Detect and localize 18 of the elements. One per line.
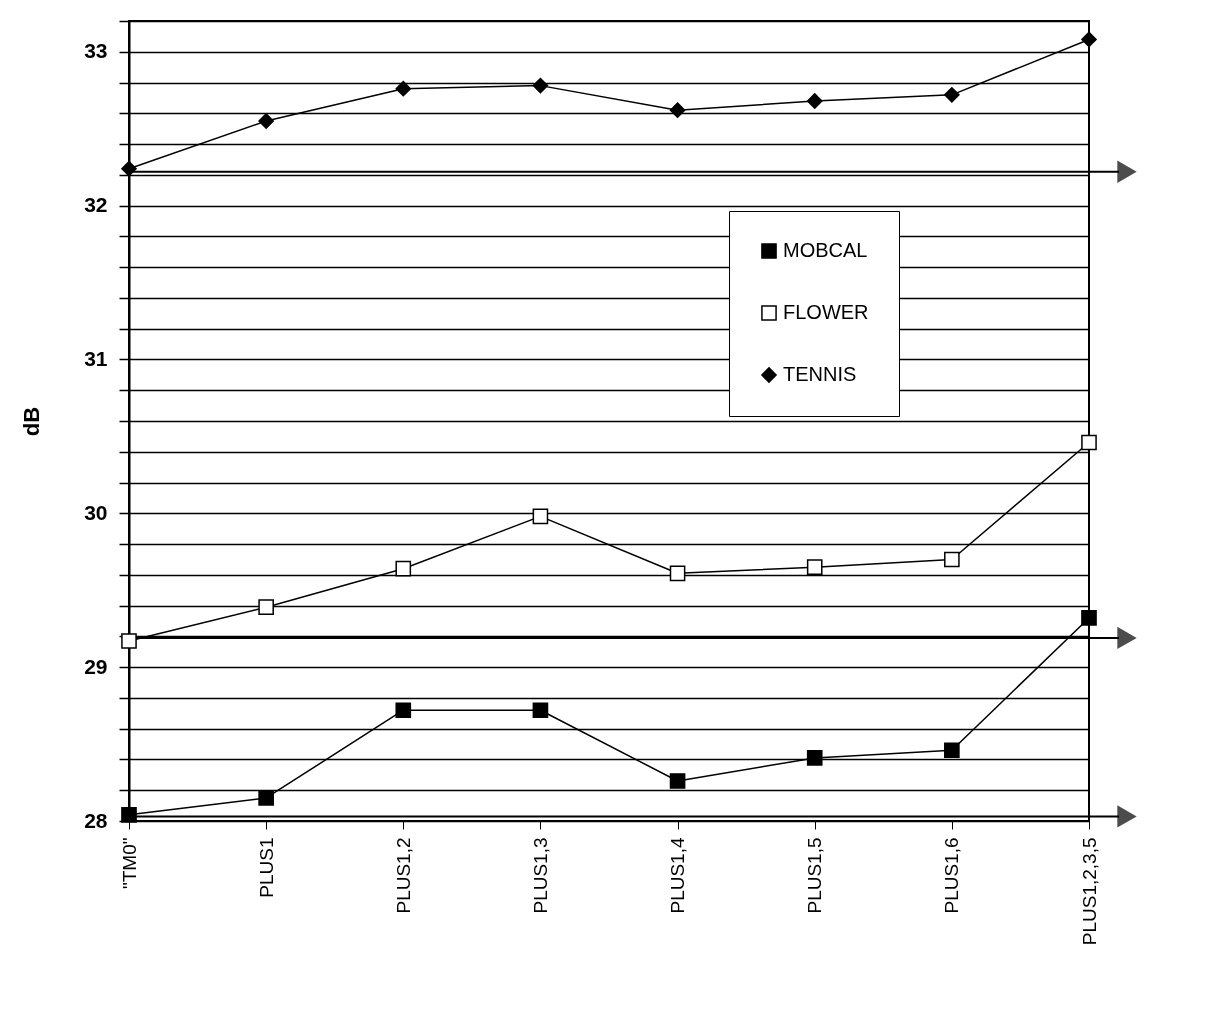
x-tick-label: PLUS1,2 bbox=[392, 837, 414, 914]
y-tick-label: 32 bbox=[84, 193, 108, 217]
y-tick-label: 28 bbox=[84, 808, 108, 832]
y-tick-label: 29 bbox=[84, 654, 108, 678]
x-tick-label: "TM0" bbox=[118, 837, 140, 889]
legend-label: TENNIS bbox=[783, 363, 857, 385]
x-tick-label: PLUS1,5 bbox=[804, 837, 826, 914]
y-tick-label: 31 bbox=[84, 346, 108, 370]
x-tick-label: PLUS1,4 bbox=[667, 837, 689, 914]
legend-label: FLOWER bbox=[783, 301, 869, 323]
x-tick-label: PLUS1,3 bbox=[529, 837, 551, 914]
legend-label: MOBCAL bbox=[783, 239, 868, 261]
y-tick-label: 33 bbox=[84, 39, 108, 63]
x-tick-label: PLUS1 bbox=[255, 837, 277, 898]
y-tick-label: 30 bbox=[84, 500, 108, 524]
y-axis-title: dB bbox=[19, 406, 45, 437]
x-tick-label: PLUS1,6 bbox=[941, 837, 963, 914]
x-tick-label: PLUS1,2,3,5 bbox=[1078, 837, 1100, 946]
